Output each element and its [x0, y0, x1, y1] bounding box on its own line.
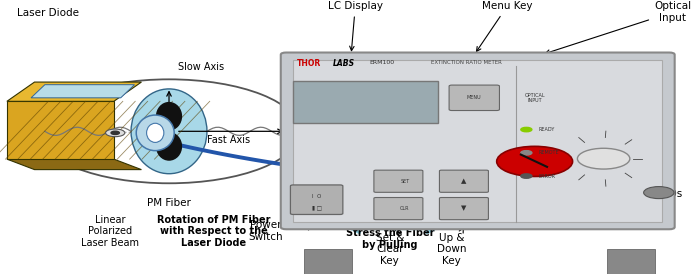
Circle shape: [497, 146, 573, 177]
Bar: [293, 60, 662, 222]
Circle shape: [38, 79, 300, 183]
Text: Indicator LEDs: Indicator LEDs: [607, 164, 682, 199]
Polygon shape: [7, 82, 141, 101]
Ellipse shape: [136, 115, 174, 151]
Bar: [607, 249, 655, 274]
Text: Up &
Down
Key: Up & Down Key: [437, 227, 467, 266]
Circle shape: [578, 148, 630, 169]
Text: ▮ □: ▮ □: [312, 205, 321, 210]
Text: ▲: ▲: [461, 178, 467, 184]
Ellipse shape: [157, 103, 181, 130]
FancyBboxPatch shape: [290, 185, 343, 214]
FancyBboxPatch shape: [281, 53, 675, 229]
Text: Laser Diode: Laser Diode: [18, 8, 79, 18]
Ellipse shape: [131, 89, 207, 174]
Text: THOR: THOR: [297, 59, 321, 68]
Circle shape: [521, 174, 532, 178]
Circle shape: [643, 186, 674, 199]
Text: Stress the Fiber
by Pulling: Stress the Fiber by Pulling: [346, 229, 434, 250]
Text: REMOTE: REMOTE: [539, 150, 559, 155]
FancyBboxPatch shape: [440, 197, 489, 220]
Text: PM Fiber: PM Fiber: [147, 198, 191, 208]
Text: Slow Axis: Slow Axis: [178, 62, 224, 73]
Text: ▼: ▼: [461, 206, 467, 211]
Polygon shape: [7, 101, 114, 159]
Circle shape: [521, 127, 532, 132]
FancyBboxPatch shape: [374, 170, 423, 192]
Text: Rotation of PM Fiber
with Respect to the
Laser Diode: Rotation of PM Fiber with Respect to the…: [157, 215, 271, 248]
Text: SET: SET: [400, 179, 410, 184]
FancyBboxPatch shape: [449, 85, 500, 111]
Bar: [304, 249, 352, 274]
Text: Power
Switch: Power Switch: [248, 220, 313, 242]
FancyBboxPatch shape: [440, 170, 489, 192]
Text: Set &
Clear
Key: Set & Clear Key: [375, 227, 404, 266]
Text: ERROR: ERROR: [539, 174, 556, 178]
Ellipse shape: [157, 133, 181, 160]
Polygon shape: [31, 85, 134, 98]
Ellipse shape: [146, 123, 164, 142]
Text: Fast Axis: Fast Axis: [207, 134, 250, 145]
Text: LC Display: LC Display: [328, 1, 383, 51]
Text: CLR: CLR: [400, 206, 410, 211]
Text: Menu Key: Menu Key: [477, 1, 532, 51]
Circle shape: [521, 151, 532, 155]
Text: READY: READY: [539, 127, 555, 132]
Text: I  O: I O: [312, 194, 321, 199]
Text: EXTINCTION RATIO METER: EXTINCTION RATIO METER: [431, 60, 502, 65]
Text: Optical
Input: Optical Input: [545, 1, 691, 54]
Text: LABS: LABS: [333, 59, 356, 68]
Circle shape: [111, 131, 119, 134]
FancyBboxPatch shape: [374, 197, 423, 220]
Text: ERM100: ERM100: [369, 60, 394, 65]
Circle shape: [106, 129, 125, 137]
Text: OPTICAL
INPUT: OPTICAL INPUT: [525, 93, 545, 103]
Text: Linear
Polarized
Laser Beam: Linear Polarized Laser Beam: [81, 215, 139, 248]
Bar: [293, 81, 438, 123]
Polygon shape: [7, 159, 141, 170]
Text: MENU: MENU: [467, 95, 482, 100]
